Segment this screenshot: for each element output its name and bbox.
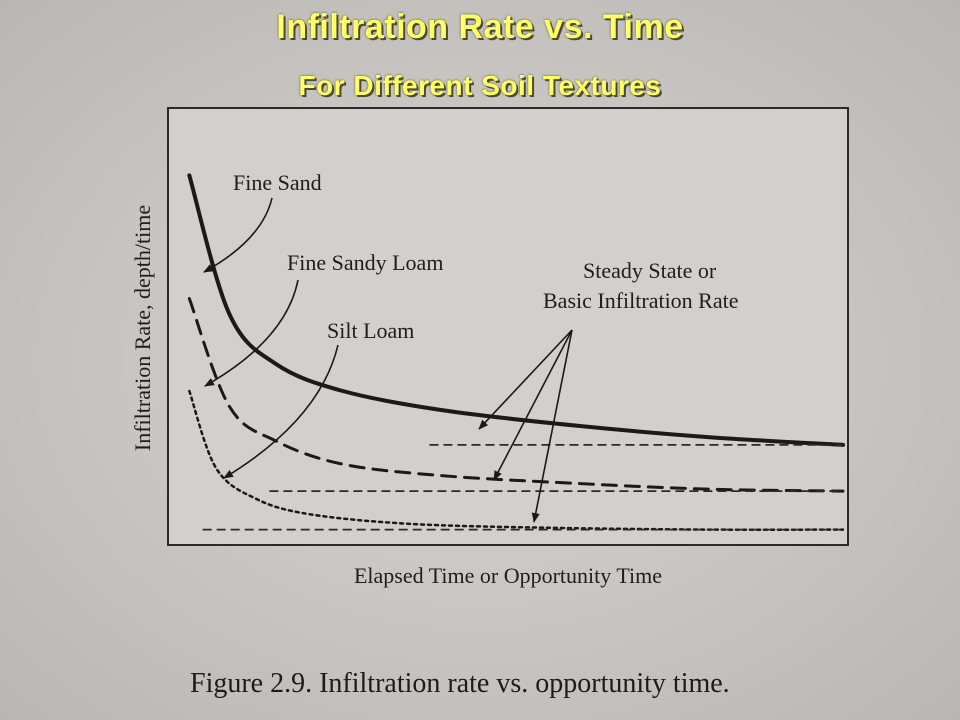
slide-title: Infiltration Rate vs. Time — [276, 8, 684, 46]
plot-frame — [167, 107, 849, 546]
slide-subtitle: For Different Soil Textures — [298, 70, 662, 101]
figure-caption: Figure 2.9. Infiltration rate vs. opport… — [190, 668, 730, 699]
annotation-label-1: Fine Sandy Loam — [287, 250, 443, 275]
callout-arrow-2 — [223, 344, 339, 479]
series-line-1 — [187, 297, 845, 493]
y-axis-label: Infiltration Rate, depth/time — [130, 205, 155, 451]
callout-arrow-4 — [493, 329, 573, 481]
series-line-0 — [187, 173, 845, 447]
annotation-label-3: Steady State or — [583, 258, 717, 283]
callout-arrow-3 — [478, 329, 573, 430]
annotation-label-0: Fine Sand — [233, 170, 322, 195]
annotation-label-2: Silt Loam — [327, 318, 414, 343]
callout-arrow-1 — [204, 279, 299, 387]
callout-arrow-0 — [203, 197, 273, 273]
callout-arrow-5 — [531, 329, 573, 523]
annotation-label-4: Basic Infiltration Rate — [543, 288, 739, 313]
x-axis-label: Elapsed Time or Opportunity Time — [354, 563, 662, 588]
